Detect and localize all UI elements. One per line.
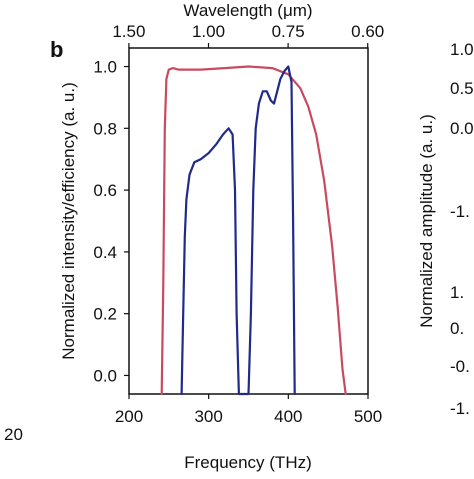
- y-tick-label: 0.6: [93, 181, 117, 200]
- right-tick-label: 0.0: [450, 119, 474, 138]
- series-layer: [160, 65, 347, 396]
- x2-tick-label: 1.50: [112, 22, 145, 41]
- x-tick-label: 500: [354, 407, 382, 426]
- right-tick-label: -1.: [450, 202, 470, 221]
- right-tick-label: 1.0: [450, 40, 474, 59]
- right-tick-label: 1.: [450, 283, 464, 302]
- panel-label: b: [50, 37, 63, 62]
- series-line-1: [180, 65, 296, 396]
- x2-axis-title: Wavelength (μm): [183, 1, 312, 20]
- right-tick-label: -1.: [450, 399, 470, 418]
- y-tick-label: 0.8: [93, 119, 117, 138]
- right-tick-label: -0.: [450, 357, 470, 376]
- x2-tick-label: 1.00: [192, 22, 225, 41]
- x-tick-label: 300: [194, 407, 222, 426]
- axis-ticks: 200 300 400 500 0.0 0.2 0.4 0.6 0.8 1.0 1.50 1.00 0.…: [93, 22, 384, 426]
- right-neighbor-ticks: 1.0 0.5 0.0 -1. 1. 0. -0. -1.: [450, 40, 474, 418]
- x-tick-label: 400: [274, 407, 302, 426]
- x2-tick-label: 0.75: [272, 22, 305, 41]
- series-line-0: [160, 65, 347, 396]
- y-tick-label: 0.4: [93, 243, 117, 262]
- y-tick-label: 0.0: [93, 366, 117, 385]
- left-neighbor-tick: 20: [4, 425, 23, 444]
- x-axis-title: Frequency (THz): [184, 453, 312, 472]
- right-tick-label: 0.5: [450, 79, 474, 98]
- right-tick-label: 0.: [450, 319, 464, 338]
- y-axis-title: Normalized intensity/efficiency (a. u.): [59, 82, 78, 359]
- right-neighbor-ylabel: Normalized amplitude (a. u.): [417, 114, 436, 328]
- y-tick-label: 0.2: [93, 305, 117, 324]
- x2-tick-label: 0.60: [351, 22, 384, 41]
- x-tick-label: 200: [115, 407, 143, 426]
- y-tick-label: 1.0: [93, 58, 117, 77]
